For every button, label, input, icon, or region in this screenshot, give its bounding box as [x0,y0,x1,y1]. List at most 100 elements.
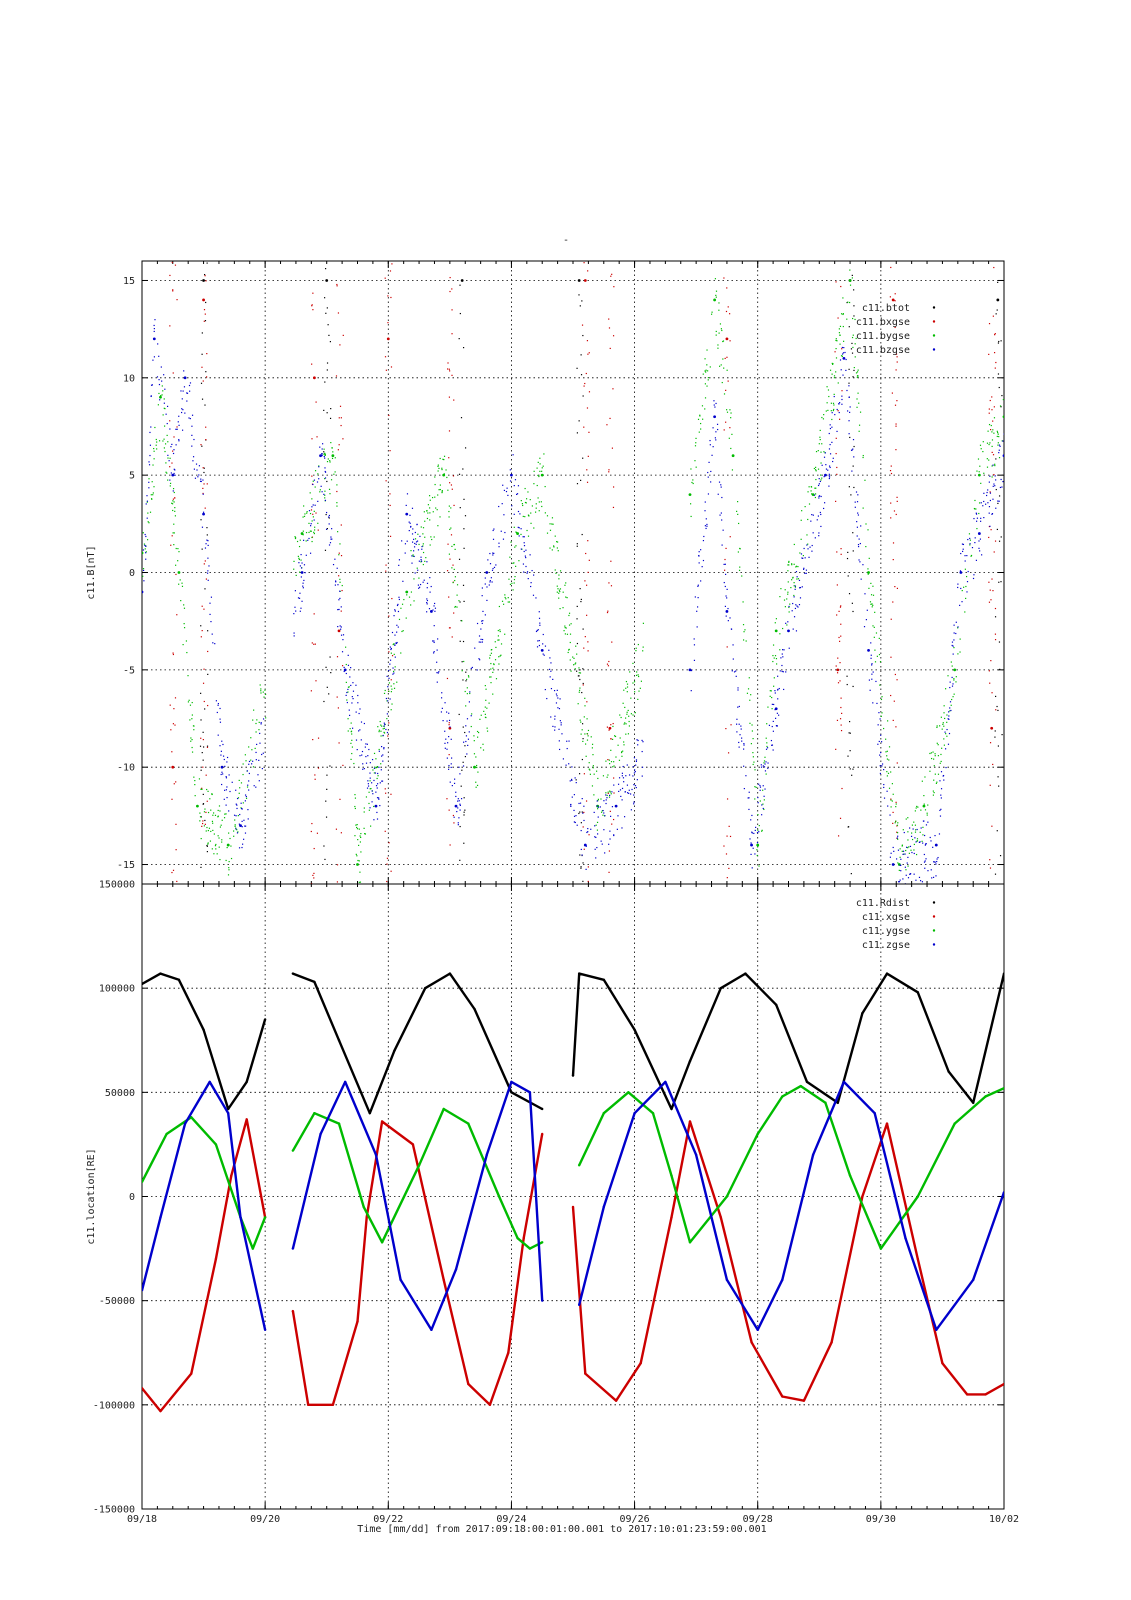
scatter-dot [901,887,902,888]
scatter-dot [988,323,991,325]
scatter-dot [597,808,599,810]
scatter-dot [294,590,296,592]
scatter-dot [206,844,208,847]
scatter-dot [454,579,456,582]
scatter-dot [730,417,732,419]
scatter-dot [584,733,586,735]
scatter-dot [1001,440,1003,442]
scatter-dot [300,567,303,569]
scatter-dot [610,738,612,740]
scatter-dot [341,651,344,653]
scatter-dot [934,753,936,755]
scatter-dot [328,514,331,517]
data-point-c11-xgse [750,1341,753,1344]
scatter-dot [375,785,378,787]
scatter-dot [993,417,996,419]
scatter-dot [183,607,186,609]
scatter-dot [796,605,798,607]
scatter-dot [255,759,257,761]
scatter-dot [199,816,202,818]
scatter-dot [348,709,350,711]
scatter-dot [536,484,538,487]
scatter-dot [615,756,617,758]
scatter-dot [228,869,230,871]
scatter-dot [799,587,801,589]
scatter-dot [336,283,338,286]
scatter-dot [389,698,391,700]
scatter-dot [549,668,551,670]
scatter-dot [312,513,314,515]
scatter-dot [154,426,156,429]
scatter-dot [768,724,771,726]
scatter-dot [1001,734,1003,736]
scatter-dot [568,614,570,617]
scatter-dot [448,754,450,756]
scatter-dot [248,763,250,765]
scatter-dot [613,286,615,288]
scatter-dot [998,581,1000,583]
scatter-dot [892,601,894,603]
scatter-dot [976,527,978,530]
scatter-dot [489,657,491,659]
scatter-dot [473,735,475,737]
scatter-dot [998,540,1001,542]
scatter-dot [413,555,415,558]
scatter-dot [557,588,559,590]
scatter-dot [897,849,900,851]
scatter-dot [940,808,942,810]
scatter-dot [765,773,767,775]
scatter-dot [215,848,217,850]
scatter-dot [625,680,628,683]
scatter-dot [795,604,797,606]
scatter-dot [207,540,209,542]
scatter-dot [835,452,837,455]
scatter-dot [422,545,424,547]
scatter-dot [799,552,801,554]
scatter-dot [588,391,591,393]
scatter-dot [431,538,433,541]
scatter-dot [160,394,162,397]
scatter-dot [301,600,303,602]
scatter-dot [314,504,316,506]
data-point-c11-bzgse [510,473,513,477]
scatter-dot [961,589,963,592]
scatter-dot [892,793,894,795]
scatter-dot [379,804,381,807]
scatter-dot [355,684,357,686]
scatter-dot [259,732,261,735]
scatter-dot [895,513,897,516]
scatter-dot [619,789,622,791]
scatter-dot [573,809,575,812]
scatter-dot [191,701,193,704]
scatter-dot [481,620,483,622]
scatter-dot [936,726,938,729]
scatter-dot [811,544,813,547]
scatter-dot [522,504,524,507]
data-point-c11-bygse [540,473,544,477]
scatter-dot [324,471,327,473]
scatter-dot [479,659,481,661]
data-point-c11-ygse [651,1111,655,1115]
scatter-dot [839,662,841,664]
scatter-dot [297,555,299,557]
scatter-dot [191,738,193,741]
scatter-dot [241,846,243,849]
scatter-dot [581,300,583,302]
scatter-dot [817,515,819,517]
scatter-dot [587,571,589,573]
scatter-dot [446,570,449,572]
scatter-dot [171,502,173,504]
scatter-dot [518,560,520,562]
scatter-dot [215,843,217,846]
scatter-dot [388,651,390,653]
scatter-dot [556,689,558,691]
scatter-dot [871,606,873,608]
scatter-dot [299,592,301,594]
scatter-dot [447,362,449,364]
scatter-dot [454,606,456,608]
scatter-dot [486,730,489,732]
scatter-dot [558,728,560,730]
scatter-dot [935,782,938,784]
scatter-dot [507,597,509,599]
scatter-dot [347,730,349,732]
